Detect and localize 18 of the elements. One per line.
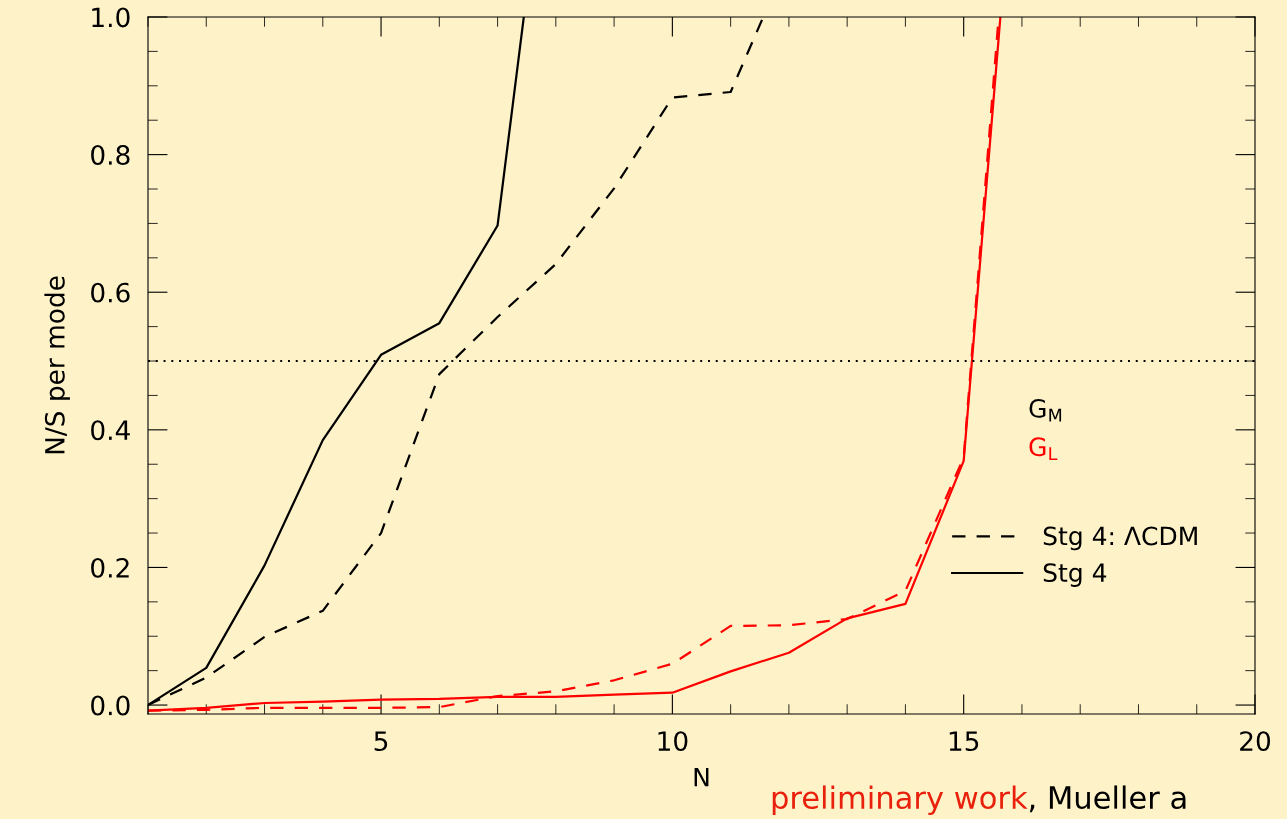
x-tick-label: 10	[658, 731, 688, 752]
text: , Mueller a	[1029, 785, 1186, 813]
y-tick-label: 1.0	[92, 7, 130, 28]
y-tick-label: 0.2	[91, 557, 129, 578]
x-axis-title: N	[694, 768, 709, 787]
y-tick-label: 0.6	[91, 282, 130, 303]
text: preliminary work	[772, 785, 1028, 815]
annotation: G$_{L}$	[1029, 437, 1058, 460]
legend-label: Stg 4	[1043, 563, 1107, 587]
x-tick-label: 15	[949, 731, 979, 752]
x-tick-label: 20	[1240, 731, 1271, 752]
y-tick-label: 0.4	[91, 420, 130, 441]
y-tick-label: 0.8	[91, 145, 130, 166]
x-tick-label: 5	[374, 731, 388, 752]
y-axis-title: N/S per mode	[44, 276, 70, 454]
legend-label: Stg 4: ΛCDM	[1043, 526, 1197, 551]
y-tick-label: 0.0	[91, 695, 130, 716]
annotation: G$_{M}$	[1029, 398, 1062, 422]
